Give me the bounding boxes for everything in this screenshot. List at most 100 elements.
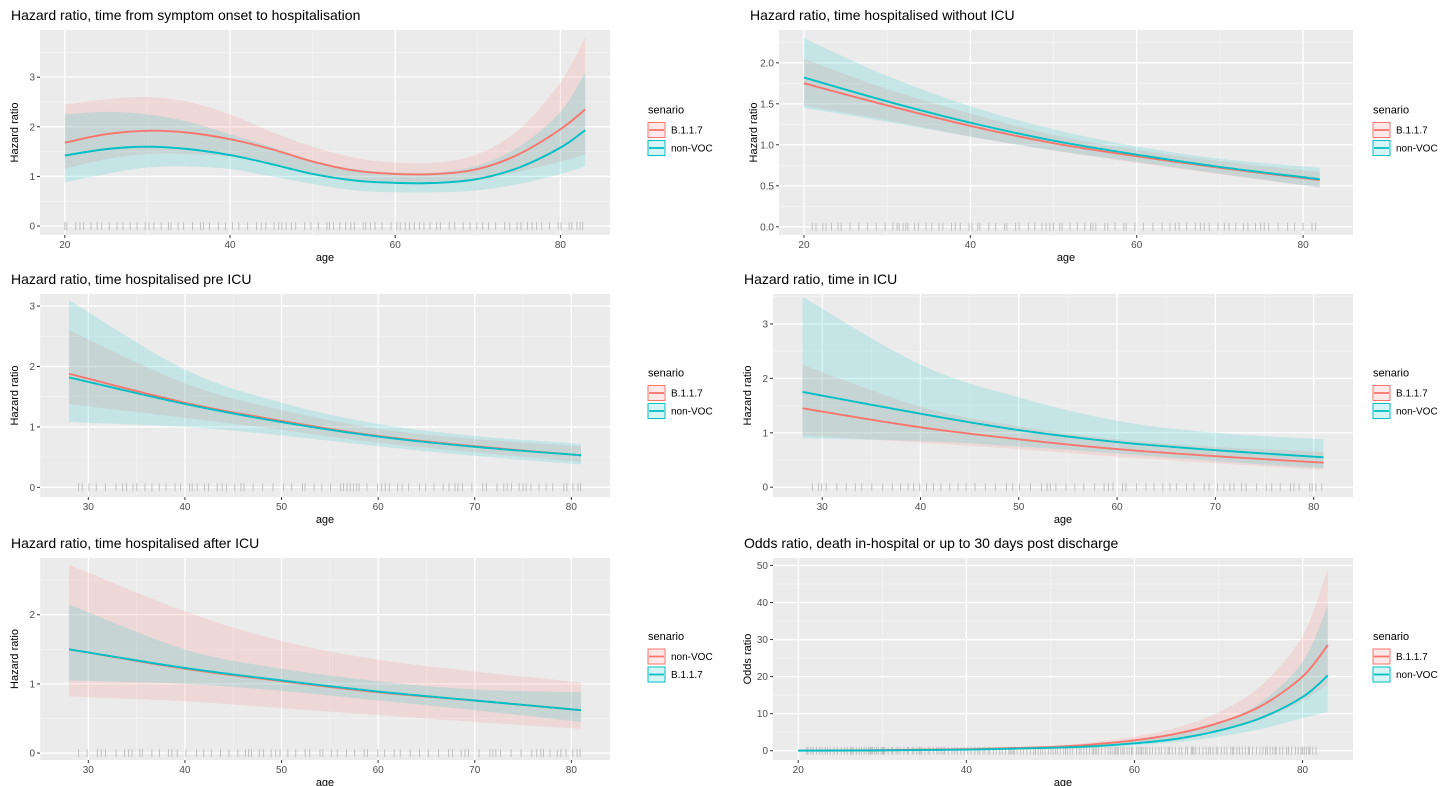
plot-background [40, 558, 610, 760]
y-tick-label: 0 [762, 483, 768, 494]
chart-title: Hazard ratio, time hospitalised pre ICU [11, 271, 251, 287]
confidence-band-1 [68, 564, 582, 729]
plot-background [773, 294, 1353, 497]
x-tick-label: 30 [83, 502, 95, 513]
x-tick-label: 40 [965, 240, 977, 251]
confidence-band-1 [68, 330, 582, 462]
x-tick-label: 60 [1129, 765, 1141, 776]
x-tick-label: 80 [566, 765, 578, 776]
y-axis-label: Hazard ratio [9, 103, 21, 163]
chart-panel-2: 20 40 60 80 0.0 0.5 1.0 1.5 2.0 Hazard ratio, tim… [748, 7, 1438, 264]
legend: senario B.1.1.7 non-VOC [647, 105, 713, 156]
legend-label-2: non-VOC [671, 144, 713, 155]
legend-title: senario [1373, 631, 1409, 643]
x-tick-label: 50 [276, 765, 288, 776]
series-line-2 [798, 674, 1329, 752]
legend-label-2: non-VOC [1396, 144, 1438, 155]
y-tick-label: 30 [757, 635, 769, 646]
confidence-band-2 [68, 604, 582, 722]
chart-panel-5: 30 40 50 60 70 80 0 1 2 Hazard ratio, time hospit… [9, 535, 713, 786]
chart-title: Odds ratio, death in-hospital or up to 3… [744, 535, 1119, 551]
x-tick-label: 20 [798, 240, 810, 251]
legend-label-1: B.1.1.7 [1396, 652, 1428, 663]
legend-label-2: non-VOC [1396, 670, 1438, 681]
confidence-band-2 [64, 72, 586, 193]
y-tick-label: 3 [762, 319, 768, 330]
y-tick-label: 40 [757, 598, 769, 609]
plot-background [40, 294, 610, 497]
chart-panel-3: 30 40 50 60 70 80 0 1 2 3 Hazard ratio, time hospi… [9, 271, 713, 526]
x-tick-label: 40 [915, 502, 927, 513]
y-axis-label: Hazard ratio [742, 366, 754, 426]
x-tick-label: 60 [1112, 502, 1124, 513]
rug-marks [811, 222, 1317, 231]
x-tick-label: 80 [1297, 765, 1309, 776]
rug-marks [64, 222, 584, 231]
x-tick-label: 30 [83, 765, 95, 776]
x-tick-label: 70 [469, 502, 481, 513]
y-tick-label: 10 [757, 709, 769, 720]
x-tick-label: 20 [793, 765, 805, 776]
rug-marks [78, 483, 582, 492]
x-tick-label: 60 [1131, 240, 1143, 251]
y-tick-label: 1 [29, 172, 35, 183]
x-tick-label: 40 [224, 240, 236, 251]
x-tick-label: 40 [961, 765, 973, 776]
x-tick-label: 80 [1298, 240, 1310, 251]
y-axis-label: Hazard ratio [9, 366, 21, 426]
x-axis-label: age [316, 514, 334, 526]
legend-title: senario [1373, 105, 1409, 117]
y-tick-label: 2 [29, 122, 35, 133]
x-tick-label: 50 [276, 502, 288, 513]
x-tick-label: 80 [555, 240, 567, 251]
legend-title: senario [648, 105, 684, 117]
y-tick-label: 2 [29, 362, 35, 373]
y-tick-label: 0 [29, 749, 35, 760]
x-tick-label: 80 [566, 502, 578, 513]
x-axis-label: age [1057, 252, 1075, 264]
x-axis-label: age [1054, 514, 1072, 526]
confidence-band-2 [802, 296, 1324, 469]
legend-title: senario [648, 368, 684, 380]
y-tick-label: 3 [29, 302, 35, 313]
chart-title: Hazard ratio, time hospitalised after IC… [11, 535, 259, 551]
series-line-1 [802, 407, 1324, 464]
x-tick-label: 60 [373, 502, 385, 513]
x-axis-label: age [316, 252, 334, 264]
rug-marks [78, 749, 581, 758]
y-tick-label: 50 [757, 561, 769, 572]
series-line-2 [68, 376, 582, 457]
y-tick-label: 3 [29, 73, 35, 84]
legend-label-1: B.1.1.7 [1396, 126, 1428, 137]
y-tick-label: 0.0 [760, 222, 774, 233]
x-tick-label: 70 [1210, 502, 1222, 513]
legend-label-1: non-VOC [671, 652, 713, 663]
legend-label-2: B.1.1.7 [671, 670, 703, 681]
x-tick-label: 60 [373, 765, 385, 776]
series-line-2 [68, 648, 582, 712]
chart-panel-1: 20 40 60 80 0 1 2 3 Hazard ratio, time from symp… [9, 7, 713, 264]
legend: senario non-VOC B.1.1.7 [647, 631, 713, 683]
rug-marks [811, 483, 1323, 492]
x-tick-label: 40 [179, 765, 191, 776]
series-line-2 [802, 391, 1324, 459]
chart-title: Hazard ratio, time in ICU [744, 271, 897, 287]
chart-title: Hazard ratio, time hospitalised without … [750, 7, 1015, 23]
y-axis-label: Odds ratio [742, 634, 754, 685]
x-tick-label: 60 [390, 240, 402, 251]
y-tick-label: 0.5 [760, 181, 774, 192]
chart-panel-4: 30 40 50 60 70 80 0 1 2 3 Hazard ratio, time in IC… [742, 271, 1438, 526]
y-tick-label: 1.5 [760, 99, 774, 110]
legend-label-1: B.1.1.7 [671, 389, 703, 400]
legend: senario B.1.1.7 non-VOC [647, 368, 713, 419]
x-tick-label: 70 [469, 765, 481, 776]
confidence-band-2 [68, 300, 582, 465]
x-tick-label: 80 [1308, 502, 1320, 513]
legend-title: senario [1373, 368, 1409, 380]
series-line-2 [803, 76, 1320, 181]
legend-label-2: non-VOC [671, 407, 713, 418]
x-tick-label: 40 [179, 502, 191, 513]
plot-background [40, 30, 610, 235]
y-tick-label: 0 [29, 483, 35, 494]
